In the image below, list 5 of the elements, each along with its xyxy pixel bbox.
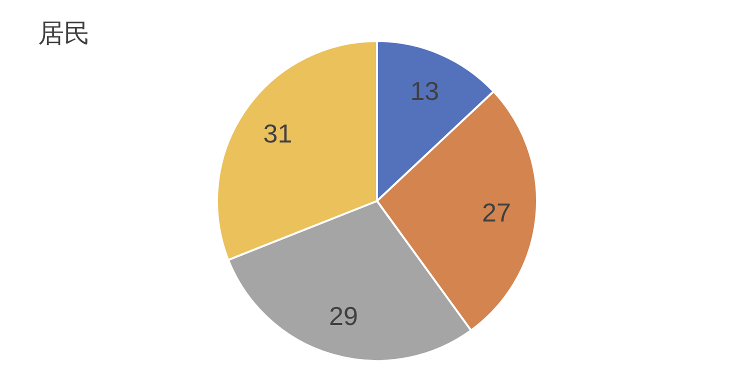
- data-label: 13: [410, 76, 440, 106]
- data-label: 31: [263, 118, 292, 149]
- data-label: 27: [482, 197, 511, 228]
- chart-title: 居民: [38, 18, 90, 51]
- data-label: 29: [329, 301, 358, 332]
